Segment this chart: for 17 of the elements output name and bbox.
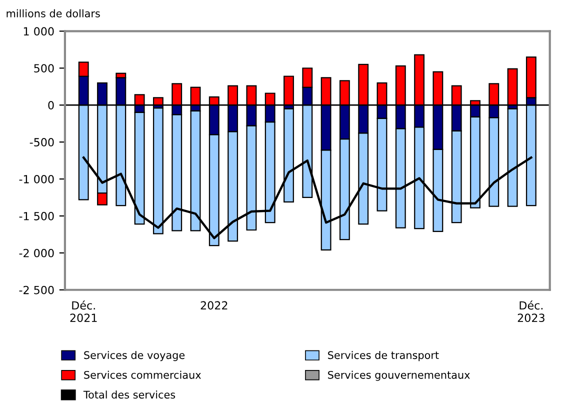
y-tick-label: -2 000 (19, 248, 54, 258)
legend-label: Services de transport (328, 351, 439, 362)
legend-label: Services commerciaux (84, 370, 201, 379)
y-tick-label: -1 000 (19, 174, 54, 184)
y-tick-label: -1 500 (19, 212, 54, 220)
y-tick-label: -500 (30, 138, 54, 146)
x-tick-label: 2022 (200, 301, 228, 310)
y-tick-label: 500 (34, 64, 54, 72)
x-tick-label: Déc. 2023 (518, 300, 544, 322)
x-tick-label: Déc. 2021 (70, 300, 97, 322)
y-tick-label: 0 (48, 101, 54, 110)
y-axis-title: millions de dollars (6, 9, 100, 18)
y-tick-label: 1 000 (24, 27, 54, 36)
legend-label: Services gouvernementaux (328, 370, 470, 381)
legend-label: Services de voyage (84, 351, 185, 362)
y-tick-label: -2 500 (19, 286, 54, 294)
legend-label: Total des services (83, 390, 176, 399)
